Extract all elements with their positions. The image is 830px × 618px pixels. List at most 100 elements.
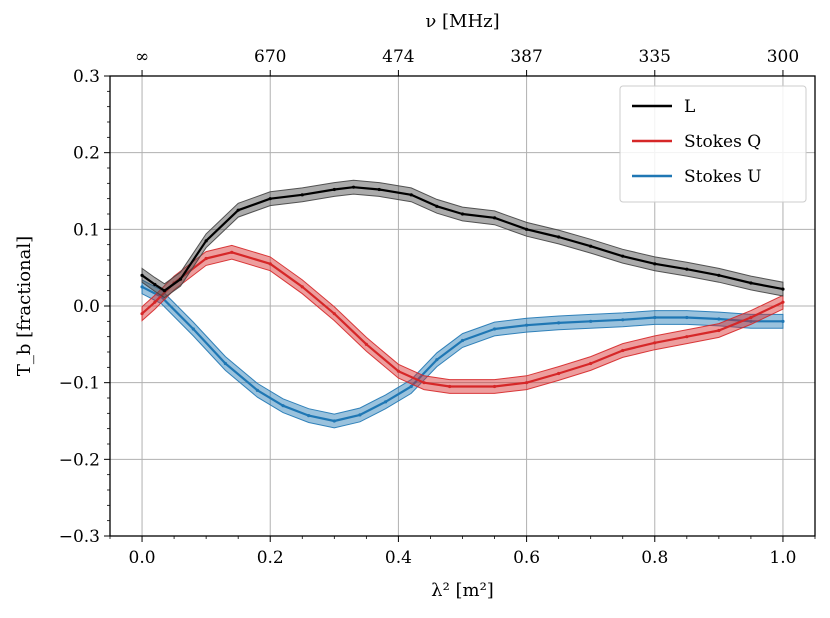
data-point-stokes-q bbox=[653, 341, 657, 345]
top-tick-label: 335 bbox=[639, 47, 671, 67]
x-tick-label: 0.6 bbox=[513, 548, 540, 568]
data-point-l bbox=[268, 197, 272, 201]
ticks: 0.0 0.2 0.4 0.6 0.8 1.0 −0.3 −0.2 −0.1 0.0 0.1 0.2 0… bbox=[59, 47, 816, 568]
data-point-stokes-u bbox=[435, 358, 439, 362]
band-stokes-u bbox=[141, 279, 784, 429]
y-tick-label: 0.0 bbox=[73, 297, 100, 317]
data-point-stokes-u bbox=[717, 317, 721, 321]
data-point-l bbox=[492, 216, 497, 220]
data-point-l bbox=[300, 193, 304, 197]
legend-label-stokes-u: Stokes U bbox=[684, 167, 762, 187]
top-axis-label: ν [MHz] bbox=[425, 11, 499, 32]
data-point-stokes-q bbox=[717, 328, 721, 333]
data-point-l bbox=[717, 273, 721, 277]
data-point-stokes-q bbox=[140, 312, 144, 316]
legend-label-l: L bbox=[684, 97, 695, 117]
data-point-stokes-u bbox=[223, 361, 227, 366]
data-point-stokes-q bbox=[749, 315, 753, 320]
data-point-l bbox=[332, 187, 336, 192]
legend-box bbox=[619, 85, 807, 203]
data-point-stokes-u bbox=[358, 413, 362, 417]
data-point-l bbox=[162, 289, 167, 293]
data-point-l bbox=[351, 185, 356, 189]
top-tick-label: ∞ bbox=[135, 47, 149, 67]
data-point-stokes-q bbox=[781, 300, 785, 304]
data-point-l bbox=[589, 244, 593, 248]
legend-label-stokes-q: Stokes Q bbox=[684, 132, 761, 152]
data-point-l bbox=[140, 273, 144, 277]
data-point-stokes-q bbox=[492, 384, 497, 389]
data-point-stokes-u bbox=[307, 414, 311, 418]
y-axis-label: T_b [fractional] bbox=[14, 236, 35, 376]
data-point-l bbox=[409, 193, 413, 197]
data-point-l bbox=[460, 212, 465, 216]
data-point-l bbox=[749, 281, 753, 285]
x-tick-label: 0.0 bbox=[129, 548, 156, 568]
data-point-l bbox=[524, 227, 529, 231]
data-point-stokes-u bbox=[781, 319, 785, 323]
data-point-stokes-u bbox=[524, 323, 529, 327]
series-line-l bbox=[141, 186, 784, 292]
data-point-stokes-q bbox=[230, 250, 234, 254]
band-stokes-q bbox=[141, 244, 784, 394]
data-point-stokes-u bbox=[281, 404, 285, 408]
data-point-l bbox=[685, 267, 689, 271]
y-tick-label: −0.1 bbox=[59, 374, 100, 394]
legend: L Stokes Q Stokes U bbox=[619, 85, 807, 203]
data-point-l bbox=[377, 187, 381, 192]
x-tick-label: 0.2 bbox=[257, 548, 284, 568]
data-point-stokes-q bbox=[524, 381, 529, 385]
data-point-l bbox=[204, 239, 208, 243]
data-point-l bbox=[153, 282, 157, 287]
data-point-l bbox=[178, 277, 183, 281]
data-point-stokes-u bbox=[191, 327, 195, 331]
data-point-l bbox=[435, 204, 439, 208]
y-tick-label: −0.2 bbox=[59, 450, 100, 470]
y-tick-label: −0.3 bbox=[59, 527, 100, 547]
series-layer bbox=[140, 179, 785, 429]
data-point-stokes-u bbox=[255, 388, 260, 392]
data-point-stokes-q bbox=[300, 285, 304, 289]
grid bbox=[110, 75, 815, 537]
top-tick-label: 300 bbox=[767, 47, 799, 67]
data-point-stokes-q bbox=[396, 369, 401, 373]
data-point-stokes-u bbox=[140, 285, 144, 289]
top-tick-label: 474 bbox=[382, 47, 414, 67]
series-line-stokes-q bbox=[141, 251, 784, 388]
data-point-stokes-u bbox=[557, 321, 561, 325]
data-point-stokes-u bbox=[383, 400, 388, 404]
data-point-stokes-q bbox=[685, 335, 689, 339]
top-tick-label: 670 bbox=[254, 47, 286, 67]
data-point-stokes-q bbox=[589, 361, 593, 366]
data-point-stokes-u bbox=[685, 315, 689, 320]
data-point-l bbox=[781, 287, 785, 291]
x-tick-label: 0.8 bbox=[641, 548, 668, 568]
x-tick-label: 1.0 bbox=[769, 548, 796, 568]
data-point-l bbox=[557, 235, 561, 239]
band-l bbox=[141, 179, 784, 299]
data-point-stokes-q bbox=[422, 381, 426, 385]
data-point-l bbox=[653, 262, 657, 266]
data-point-l bbox=[621, 254, 625, 258]
data-point-stokes-u bbox=[492, 327, 497, 331]
data-point-stokes-u bbox=[332, 419, 336, 423]
data-point-stokes-q bbox=[153, 300, 157, 304]
data-point-stokes-q bbox=[268, 262, 272, 266]
data-point-stokes-u bbox=[589, 319, 593, 323]
x-tick-label: 0.4 bbox=[385, 548, 412, 568]
data-point-stokes-q bbox=[332, 312, 336, 316]
data-point-l bbox=[236, 208, 240, 212]
data-point-stokes-u bbox=[460, 338, 465, 343]
data-point-stokes-q bbox=[557, 371, 561, 376]
data-point-stokes-q bbox=[621, 348, 625, 353]
data-point-stokes-u bbox=[621, 318, 625, 322]
x-axis-label: λ² [m²] bbox=[431, 580, 494, 601]
data-point-stokes-q bbox=[448, 384, 452, 389]
data-point-stokes-u bbox=[749, 319, 753, 323]
y-tick-label: 0.2 bbox=[73, 144, 100, 164]
data-point-stokes-q bbox=[204, 256, 208, 261]
data-point-stokes-u bbox=[653, 315, 657, 320]
data-point-stokes-q bbox=[364, 342, 368, 346]
y-tick-label: 0.3 bbox=[73, 67, 100, 87]
